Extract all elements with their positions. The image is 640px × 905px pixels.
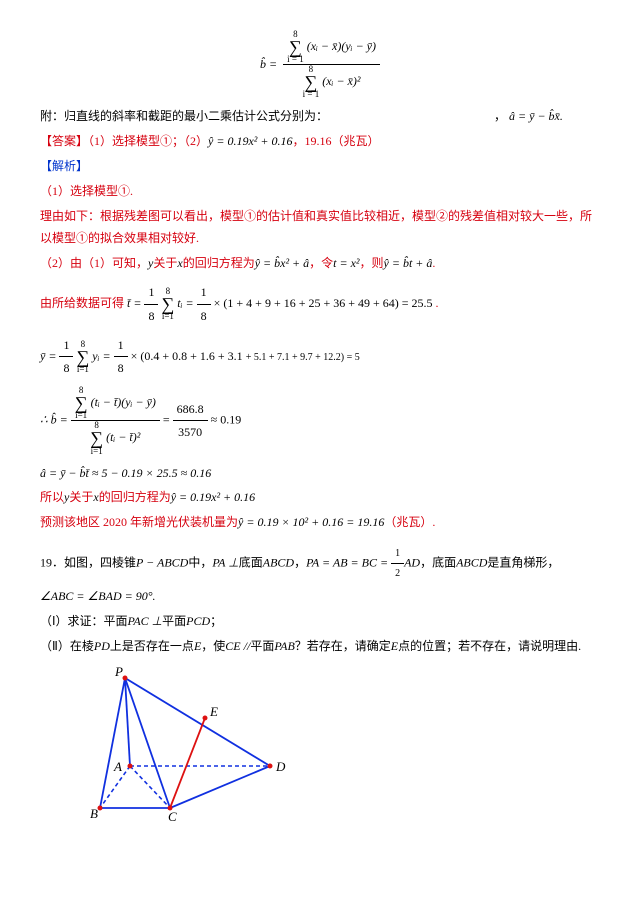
para-2: 理由如下：根据残差图可以看出，模型①的估计值和真实值比较相近，模型②的残差值相对… xyxy=(40,205,600,251)
bhat-lhs: b̂ = xyxy=(260,53,277,76)
ahat-def: â = ȳ − b̂x̄. xyxy=(509,109,563,123)
formula-caption-line: 附：归直线的斜率和截距的最小二乘估计公式分别为： ， â = ȳ − b̂x̄. xyxy=(40,105,600,128)
reg-eqn-1: ŷ = b̂x² + â xyxy=(255,256,309,270)
bhat-calc-block: ∴ b̂ = 8∑i=1 (tᵢ − t̄)(yᵢ − ȳ) 8∑i=1 (tᵢ… xyxy=(40,386,600,455)
label-E: E xyxy=(209,704,218,719)
tbar-block: 由所给数据可得 t̄ = 18 8∑i=1 tᵢ = 18 × (1 + 4 +… xyxy=(40,281,600,328)
label-B: B xyxy=(90,806,98,821)
bhat-denominator: (xᵢ − x̄)² xyxy=(322,74,360,88)
ahat-calc: â = ȳ − b̂t̄ ≈ 5 − 0.19 × 25.5 ≈ 0.16 xyxy=(40,462,600,485)
bhat-numerator: (xᵢ − x̄)(yᵢ − ȳ) xyxy=(307,39,376,53)
jiexi-label: 【解析】 xyxy=(40,155,600,178)
ybar-block: ȳ = 18 8∑i=1 yᵢ = 18 × (0.4 + 0.8 + 1.6 … xyxy=(40,334,600,381)
answer-eqn: ŷ = 0.19x² + 0.16 xyxy=(208,134,292,148)
para-1: （1）选择模型①. xyxy=(40,180,600,203)
sub-eqn: t = x² xyxy=(333,256,359,270)
answer-p1: （1）选择模型①；（2） xyxy=(88,134,208,148)
answer-line: 【答案】（1）选择模型①；（2）ŷ = 0.19x² + 0.16，19.16（… xyxy=(40,130,600,153)
formula-bhat-definition: b̂ = 8∑i = 1 (xᵢ − x̄)(yᵢ − ȳ) 8∑i = 1 (… xyxy=(40,30,600,99)
q19-stem-line1: 19．如图，四棱锥P − ABCD中，PA ⊥底面ABCD，PA = AB = … xyxy=(40,544,600,583)
bhat-fraction: 8∑i = 1 (xᵢ − x̄)(yᵢ − ȳ) 8∑i = 1 (xᵢ − … xyxy=(283,30,380,99)
para-6: 预测该地区 2020 年新增光伏装机量为ŷ = 0.19 × 10² + 0.1… xyxy=(40,511,600,534)
reg-eqn-2: ŷ = b̂t + â xyxy=(384,256,433,270)
final-reg-eqn: ŷ = 0.19x² + 0.16 xyxy=(171,490,255,504)
label-D: D xyxy=(275,759,286,774)
answer-val: 19.16（兆瓦） xyxy=(305,134,380,148)
q19-stem-line2: ∠ABC = ∠BAD = 90°. xyxy=(40,585,600,608)
data-lead: 由所给数据可得 xyxy=(40,296,124,310)
answer-label: 【答案】 xyxy=(40,134,88,148)
label-P: P xyxy=(114,664,123,679)
para-3: （2）由（1）可知，y关于x的回归方程为ŷ = b̂x² + â，令t = x²… xyxy=(40,252,600,275)
q19-part1: （Ⅰ）求证：平面PAC ⊥平面PCD； xyxy=(40,610,600,633)
q19-part2: （Ⅱ）在棱PD上是否存在一点E，使CE //平面PAB？若存在，请确定E点的位置… xyxy=(40,635,600,658)
caption-text: 附：归直线的斜率和截距的最小二乘估计公式分别为： xyxy=(40,109,328,123)
para-5: 所以y关于x的回归方程为ŷ = 0.19x² + 0.16 xyxy=(40,486,600,509)
predict-eqn: ŷ = 0.19 × 10² + 0.16 = 19.16 xyxy=(238,515,384,529)
label-C: C xyxy=(168,809,177,823)
label-A: A xyxy=(113,759,122,774)
pyramid-figure: P A B C D E xyxy=(70,663,300,823)
